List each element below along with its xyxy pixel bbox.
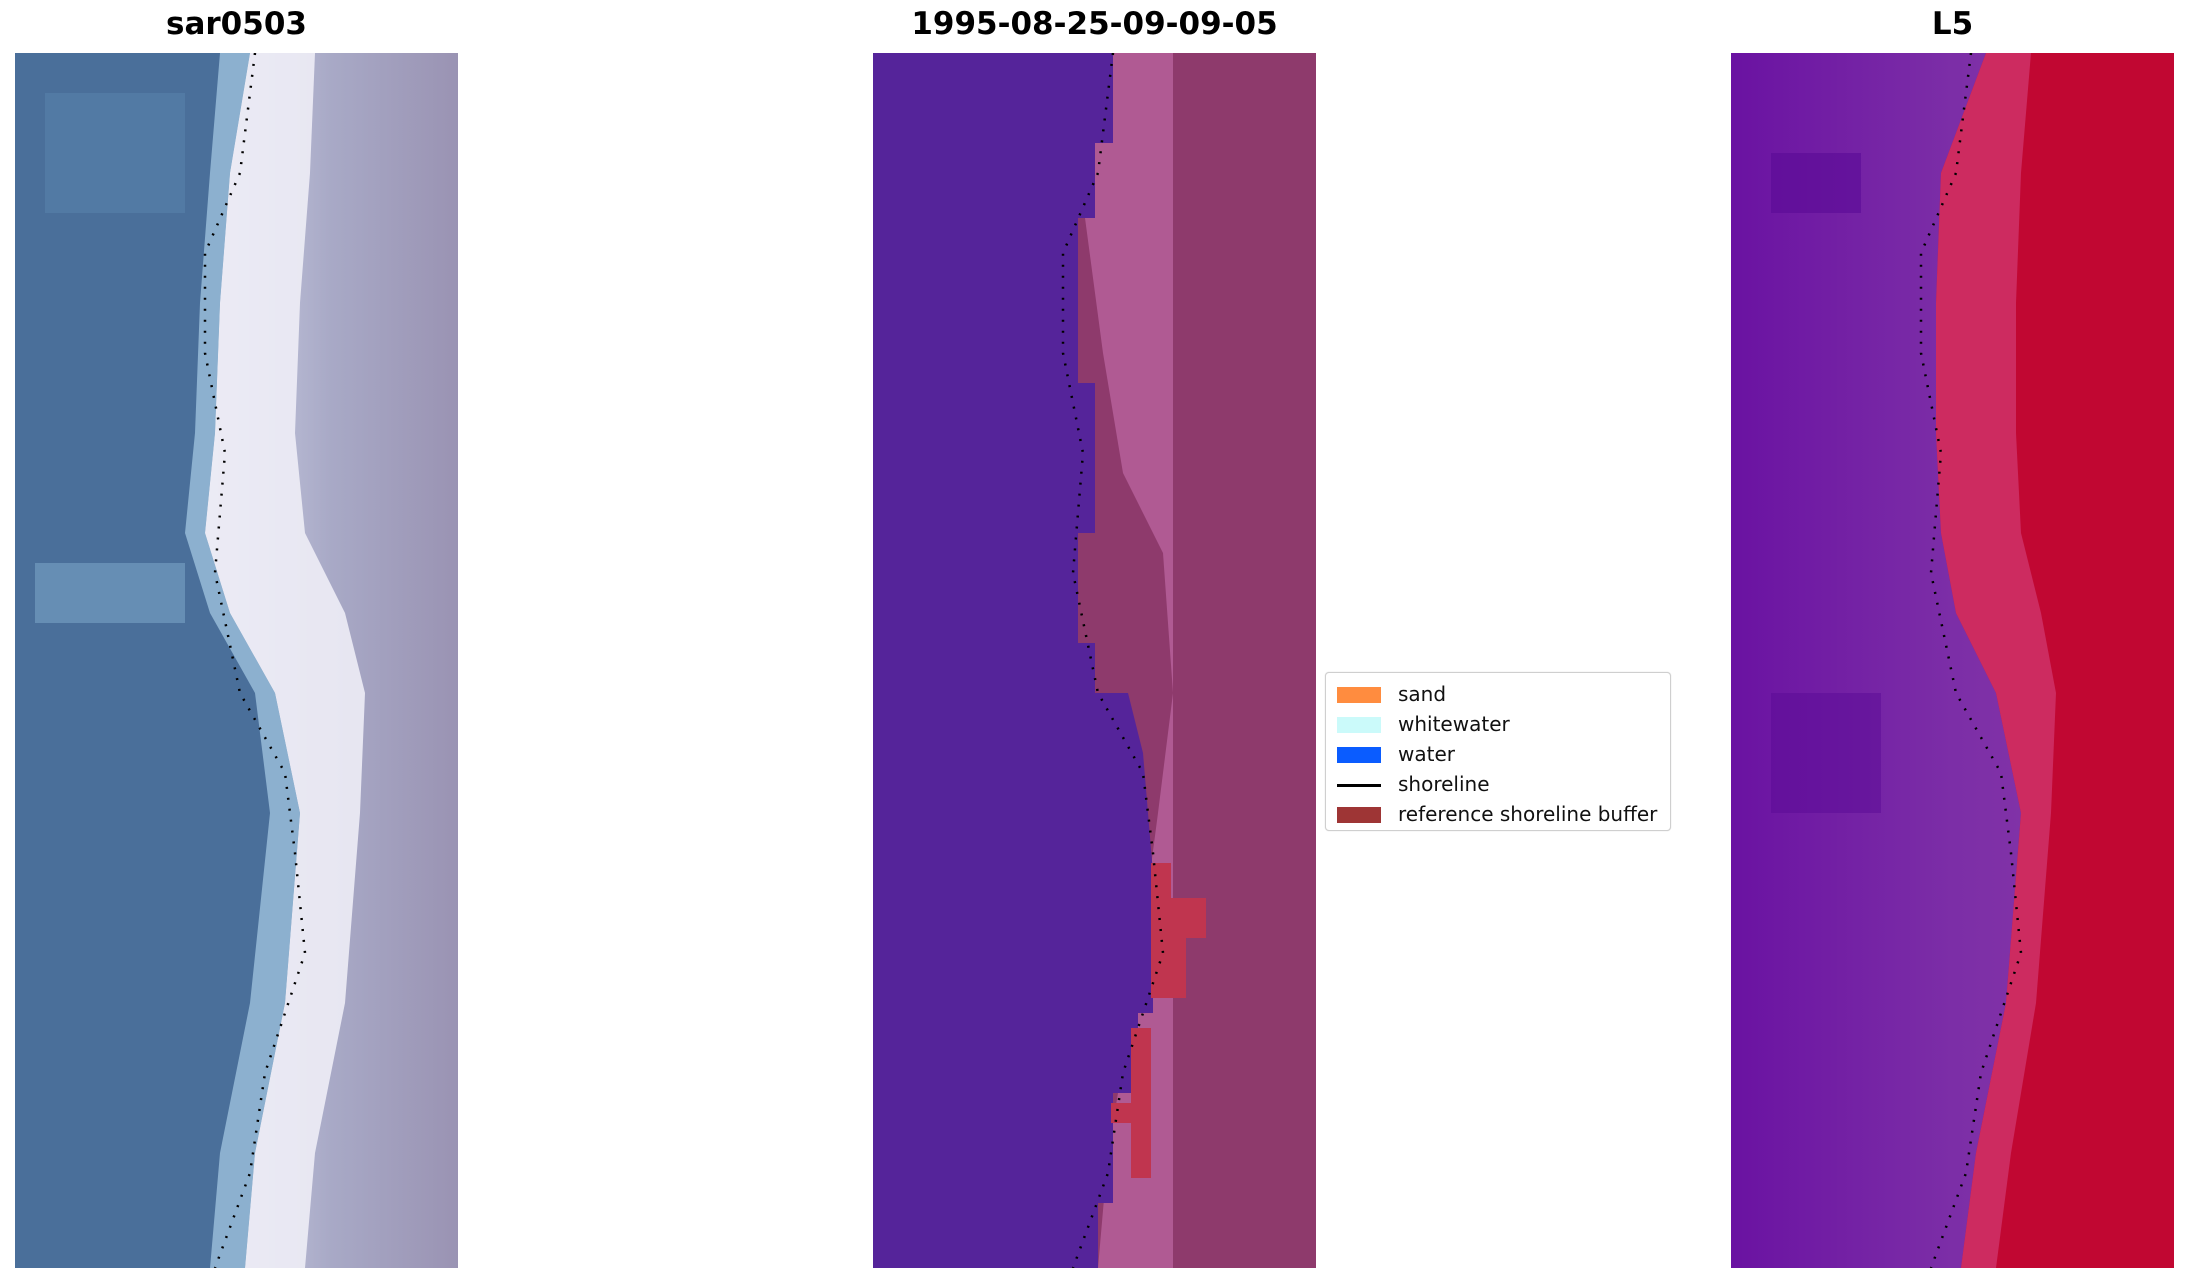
rgb-surf-zone [185,53,300,1268]
index-low-patch [1771,153,1861,213]
index-panel-title: L5 [1931,6,1974,42]
index-image [1731,53,2174,1268]
rgb-panel: sar0503 [15,0,458,1283]
legend-label: whitewater [1398,712,1510,736]
whitewater-swatch [1337,717,1381,733]
sand-swatch [1337,687,1381,703]
classification-image [873,53,1316,1268]
class-water-region [873,53,1153,1268]
legend: sand whitewater water shoreline referenc… [1325,672,1671,831]
class-buffer-segment [1151,938,1186,998]
class-buffer-segment [1151,898,1206,938]
rgb-image [15,53,458,1268]
index-low-patch [1771,693,1881,813]
classification-panel-title: 1995-08-25-09-09-05 [911,6,1278,42]
legend-label: sand [1398,682,1447,706]
water-swatch [1337,747,1381,763]
index-transition-band [1936,53,2056,1268]
reference-buffer-swatch [1337,807,1381,823]
shoreline-line-swatch [1337,784,1381,787]
legend-item-water: water [1332,740,1668,768]
class-buffer-segment [1111,1103,1141,1123]
legend-item-shoreline: shoreline [1332,770,1668,798]
rgb-water-patch [35,563,185,623]
legend-item-sand: sand [1332,680,1668,708]
legend-item-whitewater: whitewater [1332,710,1668,738]
classification-panel: 1995-08-25-09-09-05 [873,0,1316,1283]
legend-label: shoreline [1398,772,1490,796]
rgb-panel-title: sar0503 [166,6,307,42]
legend-label: reference shoreline buffer [1398,802,1658,826]
legend-item-reference-buffer: reference shoreline buffer [1332,800,1668,828]
legend-label: water [1398,742,1455,766]
index-panel: L5 [1731,0,2174,1283]
rgb-water-patch [45,93,185,213]
rgb-beach-band [205,53,365,1268]
